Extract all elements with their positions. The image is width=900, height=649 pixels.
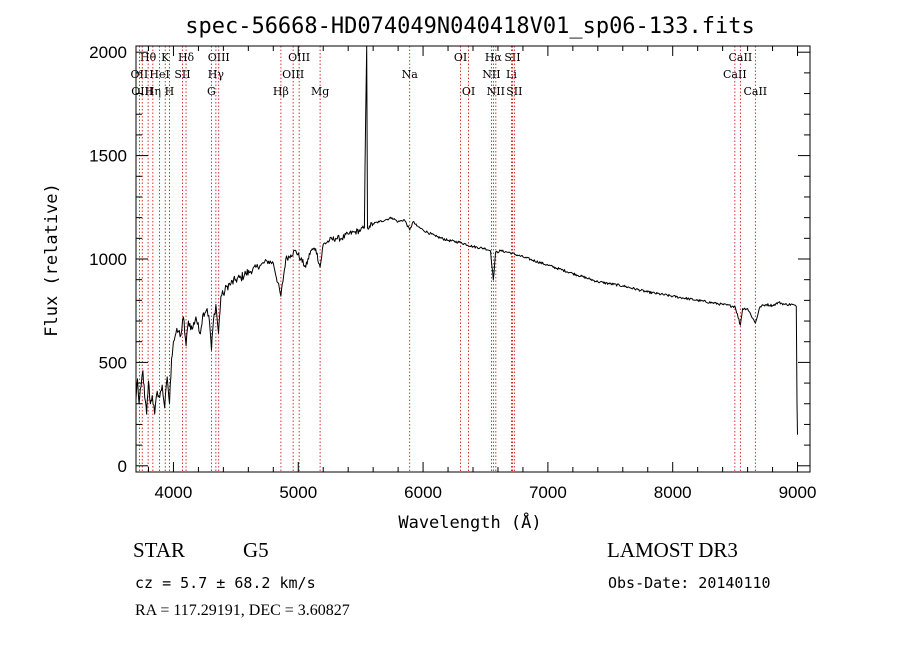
spectral-line-label: Hθ (140, 51, 157, 64)
spectral-line-label: OIII (131, 85, 153, 98)
y-tick-label: 2000 (89, 43, 127, 62)
spectral-line-label: CaII (723, 68, 747, 81)
spectral-line-label: NII (487, 85, 505, 98)
spectral-line-label: OI (454, 51, 467, 64)
spectral-line-label: G (207, 85, 216, 98)
spectral-line-label: CaII (729, 51, 753, 64)
plot-axes: 4000 5000 6000 7000 8000 9000 0 500 1000 1500 2000 (89, 43, 816, 502)
y-tick-label: 1000 (89, 250, 127, 269)
spectral-line-label: OIII (208, 51, 230, 64)
x-axis-label: Wavelength (Å) (398, 511, 541, 533)
spectral-line-label: OIII (282, 68, 304, 81)
x-tick-label: 7000 (529, 483, 567, 502)
x-tick-label: 8000 (654, 483, 692, 502)
spectral-line-label: Li (506, 68, 517, 81)
spectral-line-label: Hβ (273, 85, 289, 98)
coordinates-readout: RA = 117.29191, DEC = 3.60827 (135, 602, 350, 619)
spectral-line-label: SII (504, 51, 520, 64)
spectral-line-label: HeI (149, 68, 169, 81)
x-tick-label: 9000 (779, 483, 817, 502)
spectral-line-label: Hη (145, 85, 161, 98)
object-subclass: G5 (243, 538, 269, 562)
spectral-line-label: H (165, 85, 175, 98)
plot-frame (135, 45, 811, 473)
object-class: STAR (133, 538, 185, 562)
spectrum-series (135, 45, 798, 435)
spectral-line-label: OII (131, 68, 149, 81)
x-tick-label: 6000 (404, 483, 442, 502)
spectral-line-label: CaII (743, 85, 767, 98)
y-tick-label: 1500 (89, 147, 127, 166)
redshift-readout: cz = 5.7 ± 68.2 km/s (135, 574, 316, 592)
spectral-line-label: OI (462, 85, 475, 98)
y-axis-label: Flux (relative) (42, 183, 62, 337)
x-tick-label: 5000 (279, 483, 317, 502)
spectral-line-label: OIII (288, 51, 310, 64)
spectral-line-label: Hα (485, 51, 503, 64)
x-tick-label: 4000 (155, 483, 193, 502)
y-tick-label: 0 (118, 457, 127, 476)
spectral-line-label: NII (482, 68, 500, 81)
spectral-line-label: Mg (311, 85, 329, 98)
spectral-line-label: SII (174, 68, 190, 81)
spectral-line-label: Hδ (178, 51, 195, 64)
observation-date: Obs-Date: 20140110 (608, 574, 771, 592)
spectral-line-label: Hγ (208, 68, 225, 81)
spectrum-line (135, 45, 798, 435)
spectral-line-label: Na (402, 68, 419, 81)
chart-title: spec-56668-HD074049N040418V01_sp06-133.f… (185, 14, 755, 39)
spectral-line-label: SII (506, 85, 522, 98)
y-tick-label: 500 (99, 353, 127, 372)
spectral-line-label: K (161, 51, 170, 64)
survey-label: LAMOST DR3 (607, 538, 738, 562)
